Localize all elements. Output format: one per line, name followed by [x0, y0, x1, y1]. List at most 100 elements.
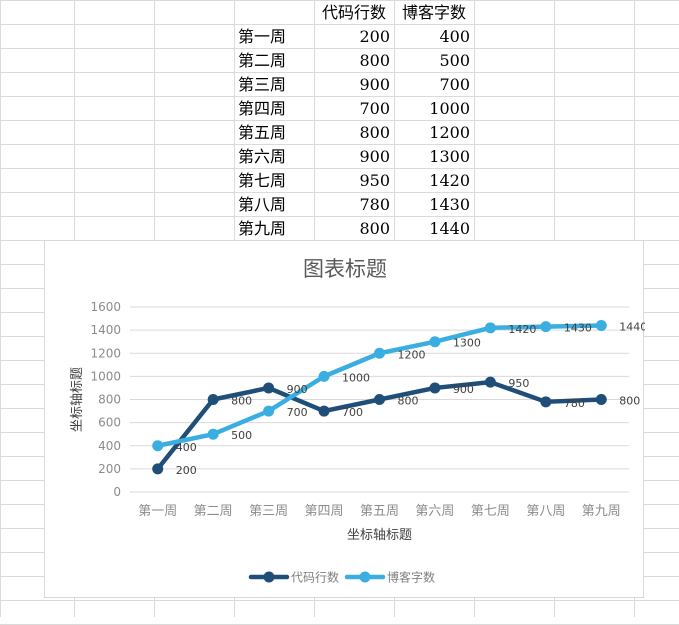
- grid-row-line: [0, 216, 679, 217]
- data-label-series-1: 900: [453, 383, 474, 396]
- legend-swatch-marker: [263, 571, 275, 583]
- legend-swatch-marker: [359, 571, 371, 583]
- data-point-series-1: [540, 396, 552, 408]
- grid-row-line: [0, 96, 679, 97]
- data-point-series-1: [484, 376, 496, 388]
- table-week-cell[interactable]: 第一周: [238, 27, 287, 46]
- data-point-series-2: [318, 370, 330, 382]
- grid-column-line: [0, 0, 1, 617]
- chart-title: 图表标题: [303, 257, 387, 281]
- data-point-series-1: [374, 394, 385, 405]
- grid-row-line: [0, 600, 679, 601]
- series-line-2: [155, 323, 604, 448]
- table-blog-cell[interactable]: 500: [439, 51, 470, 70]
- table-code-cell[interactable]: 950: [359, 171, 390, 190]
- table-header-cell[interactable]: 博客字数: [401, 3, 466, 22]
- data-label-series-1: 950: [508, 377, 529, 390]
- y-axis-title: 坐标轴标题: [70, 367, 85, 432]
- table-code-cell[interactable]: 800: [359, 123, 390, 142]
- x-tick-label: 第二周: [194, 504, 233, 519]
- data-point-series-2: [374, 347, 385, 359]
- y-tick-label: 1000: [90, 369, 121, 383]
- x-tick-label: 第五周: [360, 504, 399, 519]
- table-week-cell[interactable]: 第三周: [238, 75, 287, 94]
- table-week-cell[interactable]: 第二周: [238, 51, 287, 70]
- table-code-cell[interactable]: 200: [359, 27, 390, 46]
- y-tick-label: 800: [98, 393, 121, 407]
- table-blog-cell[interactable]: 1000: [429, 99, 470, 118]
- x-tick-label: 第七周: [471, 504, 510, 519]
- data-point-series-1: [595, 394, 607, 405]
- y-tick-label: 400: [98, 439, 121, 453]
- table-blog-cell[interactable]: 1300: [429, 147, 470, 166]
- table-blog-cell[interactable]: 700: [439, 75, 470, 94]
- table-code-cell[interactable]: 800: [359, 219, 390, 238]
- data-label-series-1: 780: [564, 397, 585, 410]
- data-label-series-2: 700: [287, 406, 308, 419]
- table-week-cell[interactable]: 第九周: [238, 219, 287, 238]
- grid-row-line: [0, 120, 679, 121]
- data-label-series-2: 1200: [398, 348, 426, 361]
- data-point-series-2: [263, 405, 275, 417]
- table-week-cell[interactable]: 第六周: [238, 147, 287, 166]
- data-label-series-1: 800: [231, 395, 252, 408]
- y-tick-label: 200: [98, 462, 121, 476]
- table-code-cell[interactable]: 780: [359, 195, 390, 214]
- data-label-series-2: 1430: [564, 322, 592, 335]
- data-label-series-2: 1300: [453, 337, 481, 350]
- data-point-series-2: [484, 322, 496, 334]
- data-point-series-2: [152, 440, 164, 452]
- data-point-series-2: [429, 336, 441, 348]
- data-point-series-2: [207, 428, 219, 440]
- data-point-series-1: [318, 405, 330, 417]
- table-blog-cell[interactable]: 1420: [429, 171, 470, 190]
- x-tick-label: 第一周: [138, 504, 177, 519]
- table-header-cell[interactable]: 代码行数: [321, 3, 386, 22]
- line-chart: 图表标题 0 200 400 600 800 1000 1200 1400 1600 第一周 第二周 第…: [70, 257, 645, 585]
- data-label-series-1: 800: [398, 395, 419, 408]
- data-point-series-2: [540, 321, 552, 333]
- grid-row-line: [0, 0, 679, 1]
- data-point-series-1: [263, 382, 275, 394]
- x-tick-label: 第四周: [305, 504, 344, 519]
- table-week-cell[interactable]: 第八周: [238, 195, 287, 214]
- data-point-series-1: [429, 382, 441, 394]
- data-point-series-1: [207, 394, 219, 405]
- chart-area[interactable]: 图表标题 0 200 400 600 800 1000 1200 1400 1600 第一周 第二周 第…: [44, 240, 645, 598]
- y-tick-label: 0: [113, 485, 121, 499]
- y-tick-label: 1200: [90, 346, 121, 360]
- legend-entry: 代码行数: [291, 570, 339, 585]
- table-blog-cell[interactable]: 1200: [429, 123, 470, 142]
- x-tick-label: 第六周: [415, 504, 454, 519]
- x-tick-label: 第八周: [526, 504, 565, 519]
- x-axis-title: 坐标轴标题: [347, 528, 412, 543]
- table-code-cell[interactable]: 900: [359, 75, 390, 94]
- data-label-series-2: 1420: [508, 323, 536, 336]
- grid-row-line: [0, 72, 679, 73]
- grid-row-line: [0, 168, 679, 169]
- table-code-cell[interactable]: 900: [359, 147, 390, 166]
- y-tick-label: 1400: [90, 323, 121, 337]
- y-tick-label: 600: [98, 416, 121, 430]
- table-blog-cell[interactable]: 400: [439, 27, 470, 46]
- y-tick-label: 1600: [90, 300, 121, 314]
- table-week-cell[interactable]: 第五周: [238, 123, 287, 142]
- data-label-series-1: 700: [342, 406, 363, 419]
- table-blog-cell[interactable]: 1440: [429, 219, 470, 238]
- grid-row-line: [0, 48, 679, 49]
- data-label-series-2: 500: [231, 429, 252, 442]
- table-code-cell[interactable]: 800: [359, 51, 390, 70]
- table-blog-cell[interactable]: 1430: [429, 195, 470, 214]
- data-label-series-1: 900: [287, 383, 308, 396]
- table-week-cell[interactable]: 第四周: [238, 99, 287, 118]
- table-week-cell[interactable]: 第七周: [238, 171, 287, 190]
- data-label-series-2: 400: [176, 441, 197, 454]
- data-point-series-2: [595, 320, 607, 331]
- table-code-cell[interactable]: 700: [359, 99, 390, 118]
- data-label-series-1: 200: [176, 464, 197, 477]
- grid-row-line: [0, 192, 679, 193]
- grid-row-line: [0, 24, 679, 25]
- data-label-series-2: 1000: [342, 371, 370, 384]
- data-label-series-1: 800: [619, 395, 640, 408]
- data-label-series-2: 1440: [619, 321, 645, 334]
